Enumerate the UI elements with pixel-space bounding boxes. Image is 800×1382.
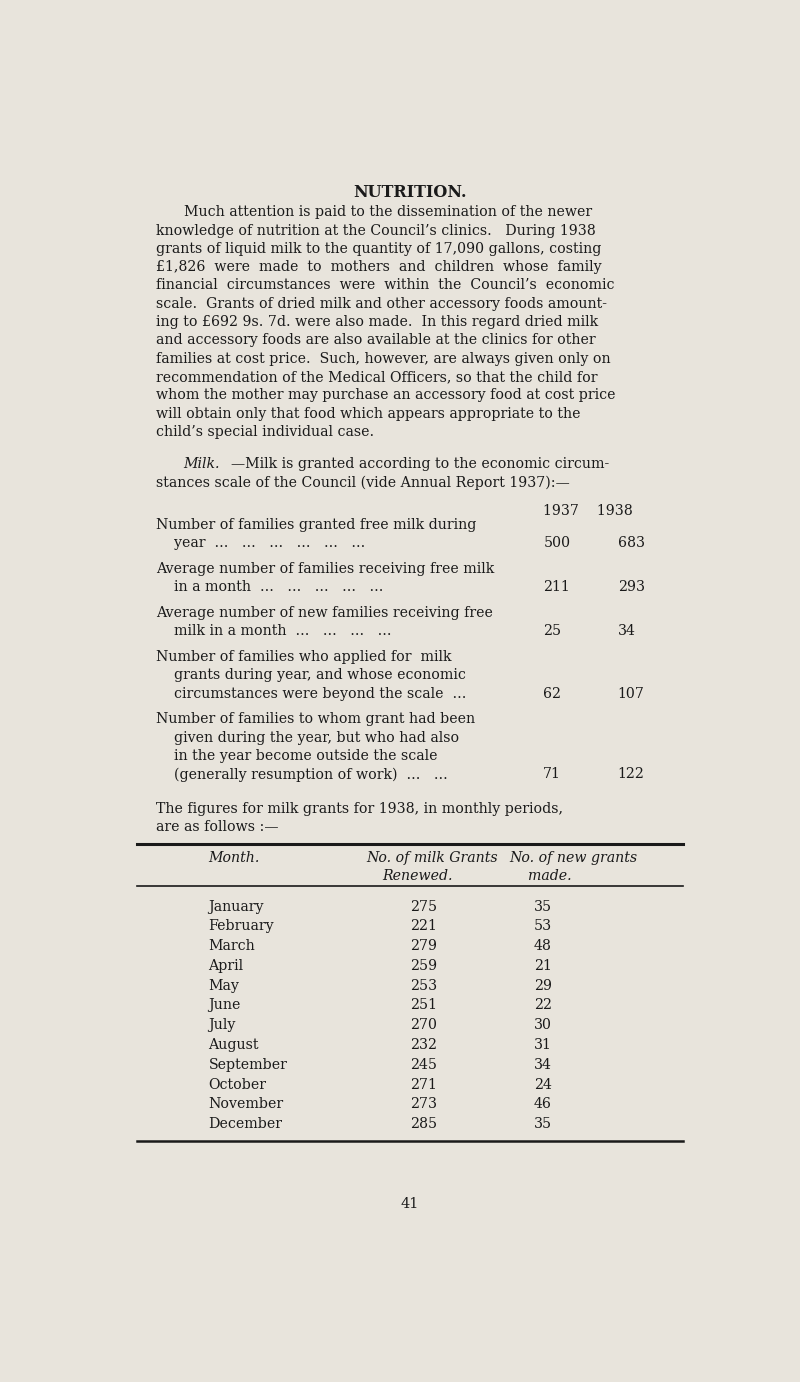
Text: 259: 259	[410, 959, 437, 973]
Text: 22: 22	[534, 998, 552, 1013]
Text: grants during year, and whose economic: grants during year, and whose economic	[156, 669, 466, 683]
Text: October: October	[209, 1078, 266, 1092]
Text: 251: 251	[410, 998, 437, 1013]
Text: April: April	[209, 959, 244, 973]
Text: 270: 270	[410, 1019, 437, 1032]
Text: 21: 21	[534, 959, 552, 973]
Text: milk in a month  ...   ...   ...   ...: milk in a month ... ... ... ...	[156, 625, 391, 638]
Text: (generally resumption of work)  ...   ...: (generally resumption of work) ... ...	[156, 767, 447, 782]
Text: will obtain only that food which appears appropriate to the: will obtain only that food which appears…	[156, 406, 580, 420]
Text: Number of families who applied for  milk: Number of families who applied for milk	[156, 650, 451, 665]
Text: given during the year, but who had also: given during the year, but who had also	[156, 731, 459, 745]
Text: in the year become outside the scale: in the year become outside the scale	[156, 749, 438, 763]
Text: Number of families to whom grant had been: Number of families to whom grant had bee…	[156, 713, 475, 727]
Text: 107: 107	[618, 687, 645, 701]
Text: 48: 48	[534, 940, 552, 954]
Text: No. of milk Grants: No. of milk Grants	[366, 851, 498, 865]
Text: January: January	[209, 900, 264, 914]
Text: made.: made.	[528, 869, 571, 883]
Text: —Milk is granted according to the economic circum-: —Milk is granted according to the econom…	[231, 457, 610, 471]
Text: 683: 683	[618, 536, 645, 550]
Text: 53: 53	[534, 919, 552, 933]
Text: 29: 29	[534, 978, 552, 992]
Text: in a month  ...   ...   ...   ...   ...: in a month ... ... ... ... ...	[156, 580, 383, 594]
Text: The figures for milk grants for 1938, in monthly periods,: The figures for milk grants for 1938, in…	[156, 802, 562, 815]
Text: recommendation of the Medical Officers, so that the child for: recommendation of the Medical Officers, …	[156, 370, 598, 384]
Text: August: August	[209, 1038, 259, 1052]
Text: child’s special individual case.: child’s special individual case.	[156, 424, 374, 439]
Text: 1937    1938: 1937 1938	[543, 504, 633, 518]
Text: scale.  Grants of dried milk and other accessory foods amount-: scale. Grants of dried milk and other ac…	[156, 297, 606, 311]
Text: Milk.: Milk.	[184, 457, 220, 471]
Text: December: December	[209, 1117, 282, 1130]
Text: 35: 35	[534, 900, 552, 914]
Text: 275: 275	[410, 900, 437, 914]
Text: 35: 35	[534, 1117, 552, 1130]
Text: March: March	[209, 940, 255, 954]
Text: families at cost price.  Such, however, are always given only on: families at cost price. Such, however, a…	[156, 351, 610, 366]
Text: NUTRITION.: NUTRITION.	[354, 184, 466, 200]
Text: 71: 71	[543, 767, 561, 781]
Text: Month.: Month.	[209, 851, 260, 865]
Text: Number of families granted free milk during: Number of families granted free milk dur…	[156, 518, 476, 532]
Text: 245: 245	[410, 1057, 437, 1072]
Text: whom the mother may purchase an accessory food at cost price: whom the mother may purchase an accessor…	[156, 388, 615, 402]
Text: May: May	[209, 978, 239, 992]
Text: 211: 211	[543, 580, 570, 594]
Text: 122: 122	[618, 767, 645, 781]
Text: year  ...   ...   ...   ...   ...   ...: year ... ... ... ... ... ...	[156, 536, 365, 550]
Text: 24: 24	[534, 1078, 552, 1092]
Text: Average number of new families receiving free: Average number of new families receiving…	[156, 607, 493, 621]
Text: 271: 271	[410, 1078, 437, 1092]
Text: 46: 46	[534, 1097, 552, 1111]
Text: 500: 500	[543, 536, 570, 550]
Text: circumstances were beyond the scale  ...: circumstances were beyond the scale ...	[156, 687, 466, 701]
Text: and accessory foods are also available at the clinics for other: and accessory foods are also available a…	[156, 333, 595, 347]
Text: February: February	[209, 919, 274, 933]
Text: 253: 253	[410, 978, 437, 992]
Text: 34: 34	[618, 625, 635, 638]
Text: 41: 41	[401, 1197, 419, 1211]
Text: Much attention is paid to the dissemination of the newer: Much attention is paid to the disseminat…	[184, 205, 592, 220]
Text: No. of new grants: No. of new grants	[510, 851, 638, 865]
Text: July: July	[209, 1019, 236, 1032]
Text: 232: 232	[410, 1038, 437, 1052]
Text: are as follows :—: are as follows :—	[156, 820, 278, 833]
Text: ing to £692 9s. 7d. were also made.  In this regard dried milk: ing to £692 9s. 7d. were also made. In t…	[156, 315, 598, 329]
Text: 285: 285	[410, 1117, 437, 1130]
Text: 31: 31	[534, 1038, 552, 1052]
Text: 279: 279	[410, 940, 437, 954]
Text: 25: 25	[543, 625, 562, 638]
Text: 34: 34	[534, 1057, 552, 1072]
Text: 273: 273	[410, 1097, 437, 1111]
Text: stances scale of the Council (vide Annual Report 1937):—: stances scale of the Council (vide Annua…	[156, 475, 570, 489]
Text: grants of liquid milk to the quantity of 17,090 gallons, costing: grants of liquid milk to the quantity of…	[156, 242, 601, 256]
Text: 30: 30	[534, 1019, 552, 1032]
Text: June: June	[209, 998, 241, 1013]
Text: 221: 221	[410, 919, 437, 933]
Text: £1,826  were  made  to  mothers  and  children  whose  family: £1,826 were made to mothers and children…	[156, 260, 602, 274]
Text: Renewed.: Renewed.	[382, 869, 453, 883]
Text: Average number of families receiving free milk: Average number of families receiving fre…	[156, 562, 494, 576]
Text: 62: 62	[543, 687, 562, 701]
Text: financial  circumstances  were  within  the  Council’s  economic: financial circumstances were within the …	[156, 278, 614, 293]
Text: November: November	[209, 1097, 284, 1111]
Text: September: September	[209, 1057, 287, 1072]
Text: 293: 293	[618, 580, 645, 594]
Text: knowledge of nutrition at the Council’s clinics.   During 1938: knowledge of nutrition at the Council’s …	[156, 224, 595, 238]
